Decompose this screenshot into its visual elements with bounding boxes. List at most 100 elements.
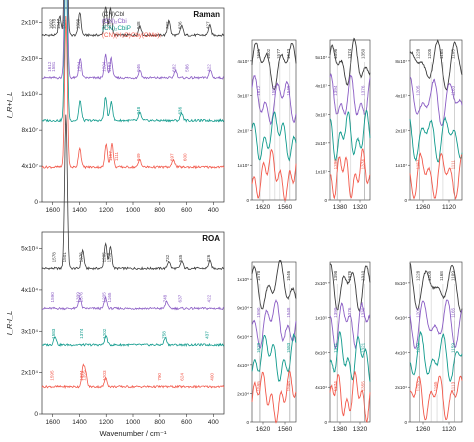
- peak-label: 1602: [266, 48, 271, 59]
- zoom-frame: [409, 261, 463, 423]
- y-tick-label: 1x10⁵: [315, 316, 327, 321]
- x-tick-label: 800: [154, 419, 165, 426]
- peak-label: 637: [178, 294, 183, 302]
- peak-label: 1376: [79, 252, 84, 263]
- peak-label: 1202: [102, 328, 107, 339]
- peak-label: 1549: [286, 85, 291, 96]
- y-tick-label: 0: [246, 420, 249, 425]
- x-tick-label: 1400: [72, 207, 87, 214]
- peak-label: 948: [136, 106, 141, 114]
- peak-label: 1205: [102, 252, 107, 263]
- series-line: [329, 263, 371, 312]
- peak-label: 1113: [451, 381, 456, 391]
- series-line: [251, 74, 297, 126]
- series-line: [409, 375, 463, 421]
- peak-label: 1583: [286, 342, 291, 353]
- y-tick-label: 3x10⁷: [315, 112, 327, 117]
- peak-label: 635: [178, 254, 183, 262]
- peak-label: 1157: [415, 159, 420, 169]
- x-tick-label: 800: [154, 207, 165, 214]
- x-tick-label: 1560: [278, 204, 293, 211]
- peak-label: 1168: [107, 19, 112, 29]
- panel-title: Raman: [193, 10, 220, 19]
- y-tick-label: 1x10⁸: [21, 91, 38, 98]
- peak-label: 790: [157, 373, 162, 381]
- x-tick-label: 1000: [126, 207, 141, 214]
- peak-label: 1105: [451, 49, 456, 59]
- x-tick-label: 1320: [353, 204, 368, 211]
- peak-label: 1612: [47, 61, 52, 72]
- peak-label: 758: [161, 331, 166, 339]
- x-tick-label: 1200: [99, 419, 114, 426]
- x-axis-label: Wavenumber / cm⁻¹: [99, 429, 167, 438]
- x-tick-label: 400: [208, 207, 219, 214]
- peak-label: 1376: [347, 270, 352, 281]
- y-tick-label: 6x10⁴: [237, 334, 249, 339]
- y-tick-label: 0: [34, 199, 38, 206]
- x-tick-label: 1400: [72, 419, 87, 426]
- peak-label: 1202: [415, 342, 420, 353]
- peak-label: 1621: [256, 48, 261, 59]
- y-tick-label: 1x10⁷: [237, 163, 249, 168]
- peak-label: 1204: [102, 61, 107, 72]
- peak-label: 1399: [76, 292, 81, 303]
- peak-label: 1595: [256, 381, 261, 392]
- peak-label: 422: [206, 294, 211, 302]
- y-tick-label: 0: [404, 420, 407, 425]
- peak-label: 1355: [81, 370, 86, 381]
- legend-entry: (CN)₂Cbi: [102, 18, 127, 25]
- peak-label: 1163: [451, 85, 456, 95]
- peak-label: 1228: [415, 270, 420, 281]
- y-tick-label: 9x10⁴: [237, 306, 249, 311]
- series-line: [251, 148, 297, 202]
- x-tick-label: 1380: [333, 204, 348, 211]
- y-tick-label: 4x10⁷: [395, 94, 407, 99]
- y-tick-label: 2x10⁷: [315, 141, 327, 146]
- y-tick-label: 2x10⁷: [395, 128, 407, 133]
- y-tick-label: 3x10⁷: [237, 94, 249, 99]
- roa-zoom-panel-1: 1380 1320 0 4x10⁴ 8x10⁴ 1x10⁵ 2x10⁵ 1398 1376 131…: [315, 261, 371, 433]
- peak-label: 1205: [427, 48, 432, 59]
- peak-label: 1203: [102, 370, 107, 381]
- series-line: [409, 299, 463, 349]
- peak-label: 636: [178, 21, 183, 29]
- y-axis-label: I_R-I_L: [5, 311, 14, 336]
- series-line: [409, 330, 463, 382]
- y-tick-label: 5x10⁷: [315, 55, 327, 60]
- peak-label: 1399: [333, 307, 338, 318]
- peak-label: 1396: [333, 159, 338, 170]
- peak-label: 1163: [107, 62, 112, 72]
- x-tick-label: 1620: [256, 204, 271, 211]
- x-tick-label: 1380: [333, 426, 348, 433]
- y-tick-label: 4x10⁴: [395, 350, 407, 355]
- series-line: [409, 152, 463, 201]
- y-tick-label: 0: [324, 420, 327, 425]
- y-tick-label: 0: [324, 198, 327, 203]
- series-line: [41, 296, 225, 311]
- peak-label: 1543: [286, 48, 291, 59]
- y-tick-label: 2x10⁴: [395, 385, 407, 390]
- peak-label: 1157: [108, 151, 113, 161]
- peak-label: 946: [136, 64, 141, 72]
- peak-label: 1612: [256, 85, 261, 96]
- series-line: [251, 298, 297, 349]
- y-tick-label: 4x10⁷: [315, 84, 327, 89]
- y-tick-label: 1x10⁵: [237, 277, 249, 282]
- peak-label: 1203: [415, 381, 420, 392]
- y-tick-label: 8x10⁷: [395, 59, 407, 64]
- peak-label: 1205: [102, 18, 107, 29]
- series-line: [329, 73, 371, 116]
- x-tick-label: 1600: [45, 207, 60, 214]
- y-tick-label: 4x10⁴: [21, 287, 38, 294]
- peak-label: 1376: [360, 85, 365, 96]
- peak-label: 624: [179, 373, 184, 381]
- x-tick-label: 600: [181, 207, 192, 214]
- y-tick-label: 2x10⁸: [21, 19, 38, 26]
- series-line: [251, 111, 297, 162]
- peak-label: 1371: [333, 342, 338, 353]
- peak-label: 1168: [439, 271, 444, 281]
- peak-label: 1310: [360, 270, 365, 281]
- series-line: [329, 301, 371, 350]
- peak-label: 1159: [451, 343, 456, 353]
- peak-label: 748: [163, 294, 168, 302]
